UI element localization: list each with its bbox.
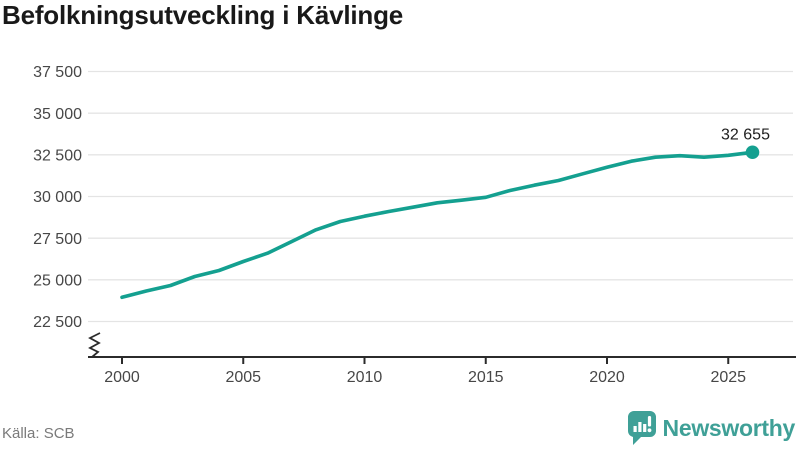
x-tick-label: 2025 bbox=[710, 369, 746, 386]
x-tick-label: 2015 bbox=[468, 369, 504, 386]
page-title: Befolkningsutveckling i Kävlinge bbox=[2, 0, 404, 30]
x-tick-label: 2005 bbox=[225, 369, 261, 386]
x-tick-label: 2000 bbox=[104, 369, 140, 386]
x-tick-label: 2020 bbox=[589, 369, 625, 386]
newsworthy-logo: Newsworthy bbox=[627, 411, 795, 445]
y-tick-labels: 37 500 35 000 32 500 30 000 27 500 25 000 22 5… bbox=[33, 64, 82, 331]
y-tick-label: 27 500 bbox=[33, 231, 82, 248]
x-tick-label: 2010 bbox=[347, 369, 383, 386]
end-point-dot bbox=[745, 145, 760, 160]
axis-break-zigzag bbox=[88, 332, 101, 358]
y-gridlines bbox=[88, 70, 793, 323]
y-tick-label: 35 000 bbox=[33, 106, 82, 123]
y-tick-label: 30 000 bbox=[33, 189, 82, 206]
y-tick-label: 37 500 bbox=[33, 64, 82, 81]
x-ticks bbox=[121, 357, 730, 364]
logo-bars bbox=[633, 416, 651, 433]
y-tick-label: 32 500 bbox=[33, 147, 82, 164]
population-line bbox=[120, 150, 755, 300]
y-tick-label: 22 500 bbox=[33, 314, 82, 331]
logo-wordmark: Newsworthy bbox=[662, 414, 796, 441]
x-tick-labels: 2000 2005 2010 2015 2020 2025 bbox=[104, 369, 746, 386]
y-tick-label: 25 000 bbox=[33, 272, 82, 289]
bar-chart-speech-bubble-icon bbox=[627, 411, 656, 445]
source-note: Källa: SCB bbox=[2, 425, 75, 442]
end-value-label: 32 655 bbox=[721, 126, 770, 143]
